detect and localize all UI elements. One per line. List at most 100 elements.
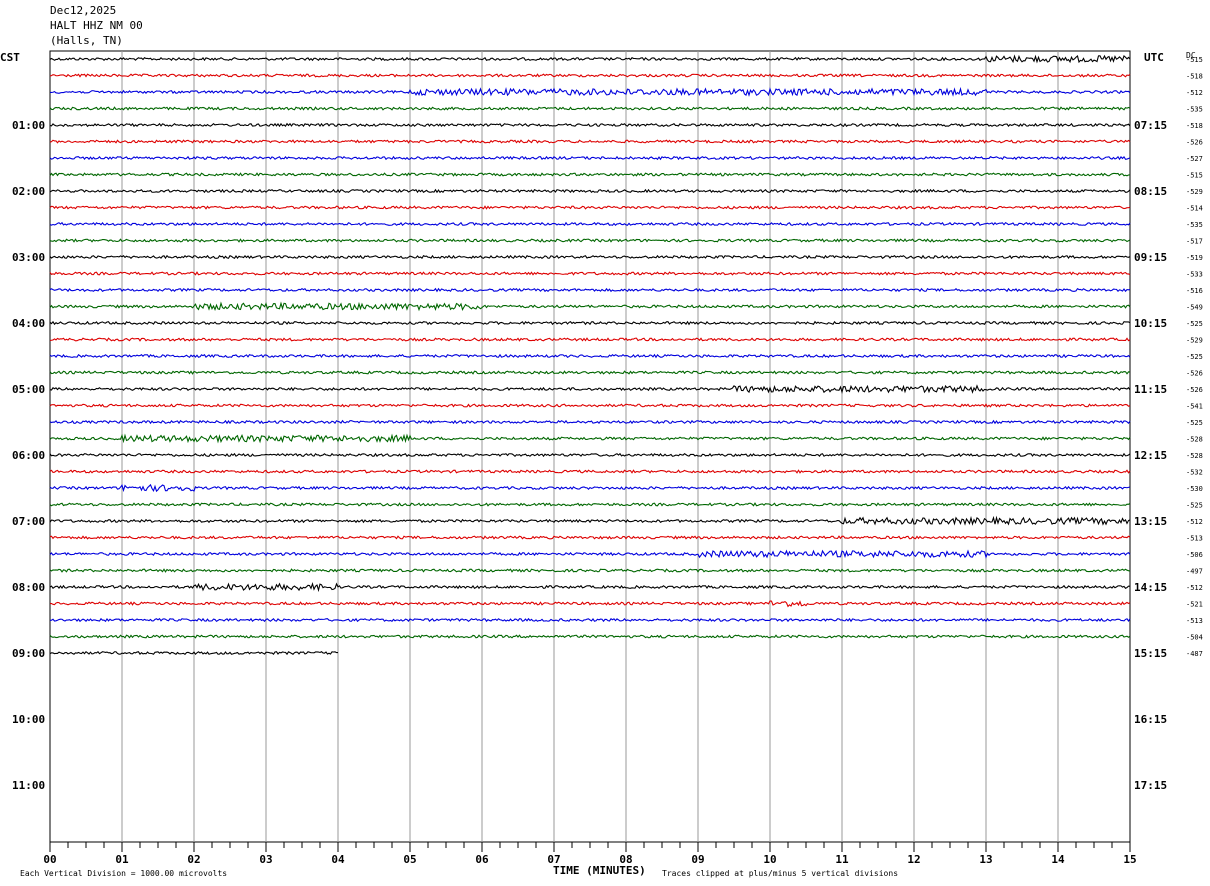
dc-offset-label: -533	[1186, 271, 1203, 279]
trace-27	[49, 502, 1131, 507]
dc-offset-label: -516	[1186, 287, 1203, 295]
utc-hour-label: 13:15	[1134, 515, 1167, 528]
dc-offset-label: -513	[1186, 617, 1203, 625]
trace-36	[49, 650, 339, 656]
x-axis: 00 01 02 03 04 05 06 07 08 09 10 11 12 13 14 15	[43, 842, 1137, 866]
trace-32	[49, 581, 1131, 593]
dc-offset-label: -530	[1186, 485, 1203, 493]
trace-23	[49, 433, 1131, 444]
dc-offset-label: -513	[1186, 535, 1203, 543]
cst-hour-label: 07:00	[12, 515, 45, 528]
x-tick-label: 08	[619, 853, 632, 866]
clip-note: Traces clipped at plus/minus 5 vertical …	[662, 869, 898, 878]
cst-hour-label: 09:00	[12, 647, 45, 660]
trace-17	[49, 337, 1131, 342]
trace-7	[49, 172, 1131, 177]
labels: 01:00 02:00 03:00 04:00 05:00 06:00 07:00 08:00…	[12, 56, 1203, 792]
dc-offset-label: -525	[1186, 320, 1203, 328]
trace-20	[49, 384, 1131, 395]
plot-frame	[49, 50, 1131, 843]
trace-22	[49, 419, 1131, 425]
x-tick-label: 00	[43, 853, 56, 866]
dc-offset-label: -487	[1186, 650, 1203, 658]
trace-3	[49, 106, 1131, 111]
x-tick-label: 01	[115, 853, 129, 866]
x-tick-label: 02	[187, 853, 200, 866]
left-zone-label: CST	[0, 51, 20, 64]
trace-26	[49, 483, 1131, 493]
dc-offset-label: -549	[1186, 304, 1203, 312]
x-tick-label: 05	[403, 853, 416, 866]
utc-hour-label: 12:15	[1134, 449, 1167, 462]
dc-offset-label: -528	[1186, 452, 1203, 460]
x-tick-label: 14	[1051, 853, 1065, 866]
dc-offset-label: -529	[1186, 188, 1203, 196]
utc-hour-label: 16:15	[1134, 713, 1167, 726]
trace-15	[49, 301, 1131, 312]
trace-4	[49, 122, 1131, 128]
utc-hour-label: 08:15	[1134, 185, 1167, 198]
dc-offset-label: -532	[1186, 469, 1203, 477]
header-station: HALT HHZ NM 00	[50, 19, 143, 32]
header-date: Dec12,2025	[50, 4, 117, 17]
dc-offset-label: -525	[1186, 502, 1203, 510]
x-tick-label: 15	[1123, 853, 1136, 866]
x-tick-label: 12	[907, 853, 920, 866]
utc-hour-label: 07:15	[1134, 119, 1167, 132]
dc-offset-label: -541	[1186, 403, 1203, 411]
utc-hour-label: 11:15	[1134, 383, 1167, 396]
trace-10	[49, 221, 1131, 227]
trace-29	[49, 535, 1131, 540]
trace-28	[49, 515, 1131, 526]
x-tick-label: 03	[259, 853, 272, 866]
trace-34	[49, 617, 1131, 623]
dc-offset-label: -528	[1186, 436, 1203, 444]
dc-offset-label: -535	[1186, 221, 1203, 229]
trace-0	[49, 54, 1131, 64]
dc-offset-label: -514	[1186, 205, 1203, 213]
dc-offset-label: -526	[1186, 370, 1203, 378]
dc-offset-label: -535	[1186, 106, 1203, 114]
cst-hour-label: 02:00	[12, 185, 45, 198]
trace-8	[49, 188, 1131, 194]
dc-offset-label: -525	[1186, 353, 1203, 361]
dc-offset-label: -512	[1186, 584, 1203, 592]
dc-offset-label: -512	[1186, 518, 1203, 526]
grid	[49, 50, 1131, 843]
utc-hour-label: 09:15	[1134, 251, 1167, 264]
trace-9	[49, 205, 1131, 210]
cst-hour-label: 03:00	[12, 251, 45, 264]
right-zone-label: UTC	[1144, 51, 1164, 64]
dc-offset-label: -506	[1186, 551, 1203, 559]
x-tick-label: 13	[979, 853, 992, 866]
cst-hour-label: 04:00	[12, 317, 45, 330]
x-tick-label: 09	[691, 853, 704, 866]
trace-13	[49, 271, 1131, 276]
dc-offset-label: -529	[1186, 337, 1203, 345]
dc-offset-label: -517	[1186, 238, 1203, 246]
dc-offset-label: -515	[1186, 56, 1203, 64]
trace-33	[49, 600, 1131, 608]
dc-offset-label: -526	[1186, 139, 1203, 147]
traces	[49, 54, 1131, 656]
trace-1	[49, 73, 1131, 78]
dc-offset-label: -512	[1186, 89, 1203, 97]
x-tick-label: 07	[547, 853, 560, 866]
trace-16	[49, 320, 1131, 326]
dc-offset-label: -521	[1186, 601, 1203, 609]
cst-hour-label: 05:00	[12, 383, 45, 396]
dc-offset-label: -515	[1186, 172, 1203, 180]
x-axis-label: TIME (MINUTES)	[553, 864, 646, 877]
dc-header: DC	[1186, 51, 1196, 60]
trace-31	[49, 568, 1131, 573]
trace-12	[49, 254, 1131, 260]
trace-21	[49, 403, 1131, 408]
x-tick-label: 06	[475, 853, 489, 866]
x-tick-label: 04	[331, 853, 345, 866]
trace-11	[49, 238, 1131, 243]
dc-offset-label: -518	[1186, 73, 1203, 81]
trace-24	[49, 452, 1131, 458]
scale-note: Each Vertical Division = 1000.00 microvo…	[20, 869, 227, 878]
dc-offset-label: -504	[1186, 634, 1203, 642]
